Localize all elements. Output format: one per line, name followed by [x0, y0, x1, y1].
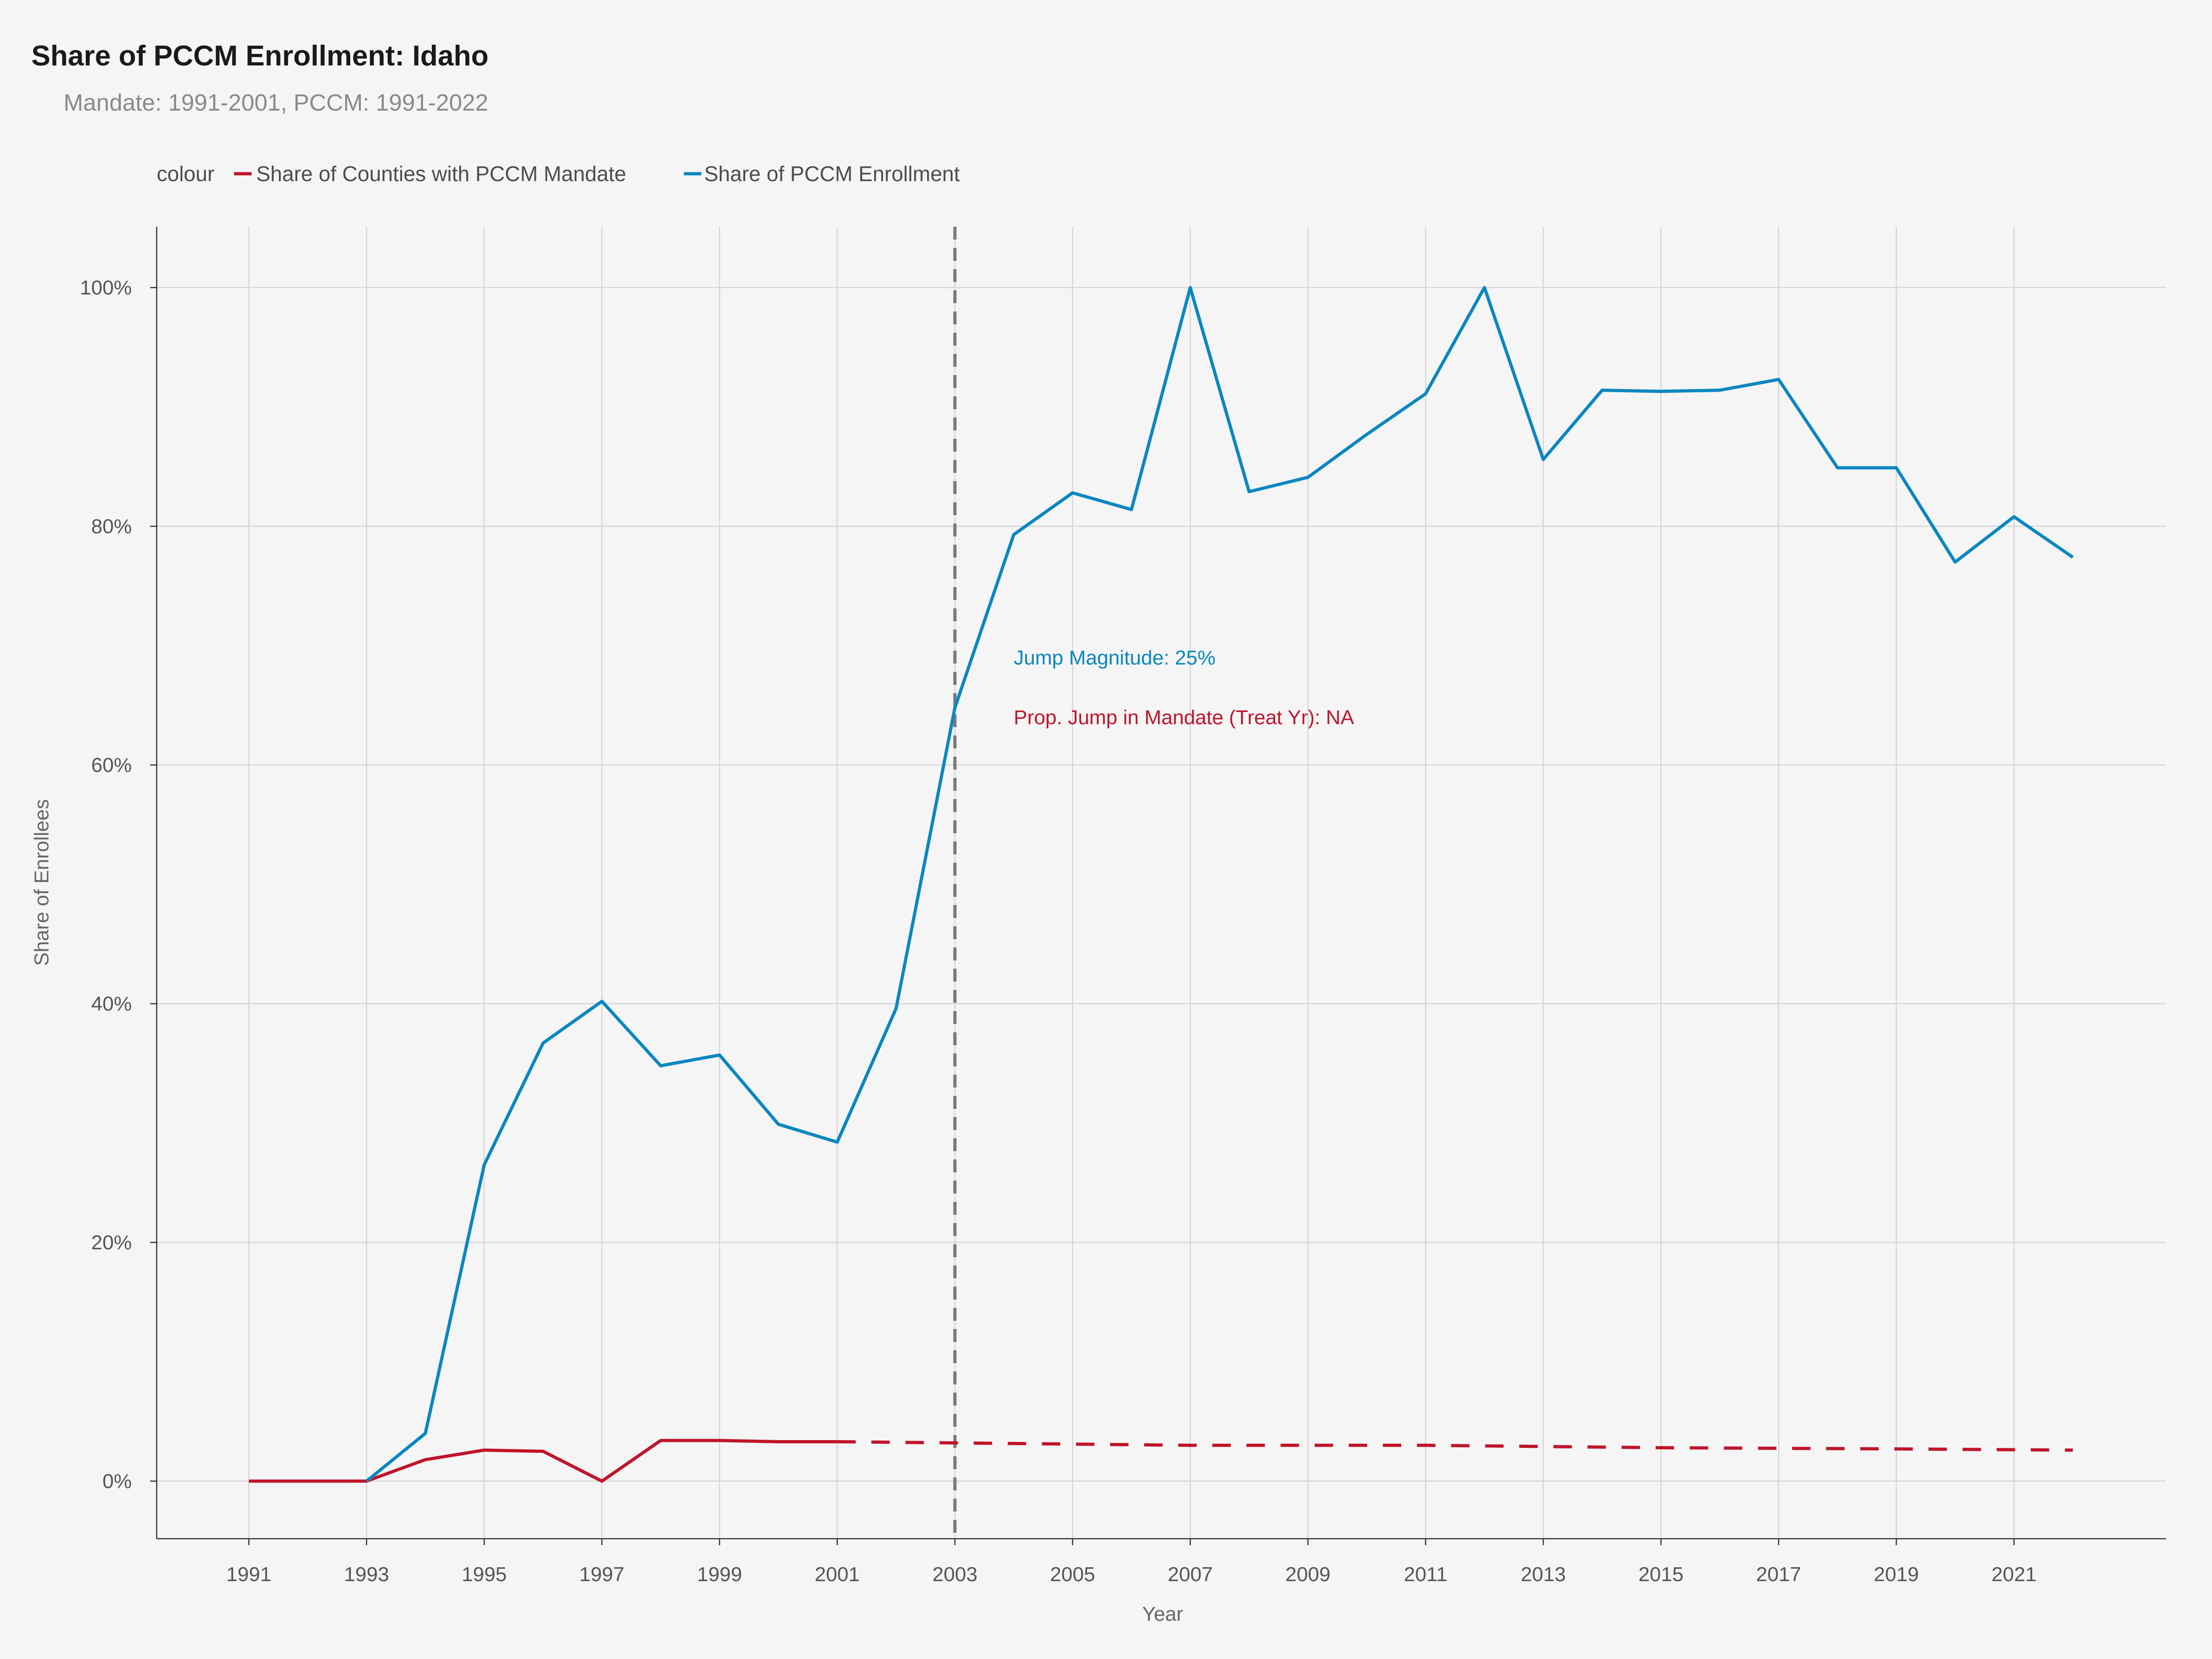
x-gridlines — [248, 227, 2015, 1539]
legend-label-enrollment: Share of PCCM Enrollment — [704, 162, 960, 186]
y-tick-label: 40% — [91, 993, 132, 1015]
annotations: Jump Magnitude: 25% Prop. Jump in Mandate… — [1014, 647, 1354, 729]
x-tick-label: 1997 — [579, 1563, 624, 1586]
x-tick-label: 2011 — [1404, 1563, 1447, 1586]
annotation-prop-jump: Prop. Jump in Mandate (Treat Yr): NA — [1014, 706, 1354, 729]
y-tick-label: 100% — [80, 276, 132, 299]
x-axis-title: Year — [1142, 1603, 1183, 1625]
x-tick-label: 2021 — [1991, 1563, 2036, 1586]
x-tick-label: 2017 — [1756, 1563, 1801, 1586]
x-tick-label: 1995 — [462, 1563, 507, 1586]
y-axis-ticks: 0% 20% 40% 60% 80% 100% — [80, 276, 157, 1493]
x-tick-label: 1993 — [344, 1563, 389, 1586]
x-tick-label: 2007 — [1168, 1563, 1213, 1586]
y-tick-label: 20% — [91, 1231, 132, 1254]
legend-title: colour — [157, 162, 214, 186]
x-tick-label: 2009 — [1285, 1563, 1330, 1586]
x-tick-label: 1991 — [226, 1563, 271, 1586]
y-tick-label: 60% — [91, 754, 132, 777]
x-tick-label: 2005 — [1050, 1563, 1095, 1586]
y-gridlines — [157, 287, 2166, 1482]
legend-label-mandate: Share of Counties with PCCM Mandate — [256, 162, 626, 186]
series-line-mandate — [249, 1439, 837, 1483]
y-tick-label: 80% — [91, 515, 132, 538]
chart-subtitle: Mandate: 1991-2001, PCCM: 1991-2022 — [64, 89, 488, 116]
x-tick-label: 2015 — [1638, 1563, 1683, 1586]
x-axis-ticks: 1991 1993 1995 1997 1999 2001 2003 2005 2007 2009… — [226, 1539, 2036, 1586]
annotation-jump-magnitude: Jump Magnitude: 25% — [1014, 647, 1216, 669]
series-line-enrollment — [365, 286, 2074, 1483]
x-tick-label: 1999 — [697, 1563, 742, 1586]
series-line-mandate-extrapolated — [837, 1440, 2073, 1452]
chart-title: Share of PCCM Enrollment: Idaho — [31, 40, 488, 72]
legend: colour Share of Counties with PCCM Manda… — [157, 162, 960, 186]
x-tick-label: 2013 — [1521, 1563, 1566, 1586]
x-tick-label: 2001 — [815, 1563, 860, 1586]
y-axis-title: Share of Enrollees — [30, 799, 53, 966]
y-tick-label: 0% — [102, 1470, 132, 1493]
x-tick-label: 2003 — [932, 1563, 977, 1586]
x-tick-label: 2019 — [1874, 1563, 1919, 1586]
series-layer — [249, 286, 2074, 1483]
